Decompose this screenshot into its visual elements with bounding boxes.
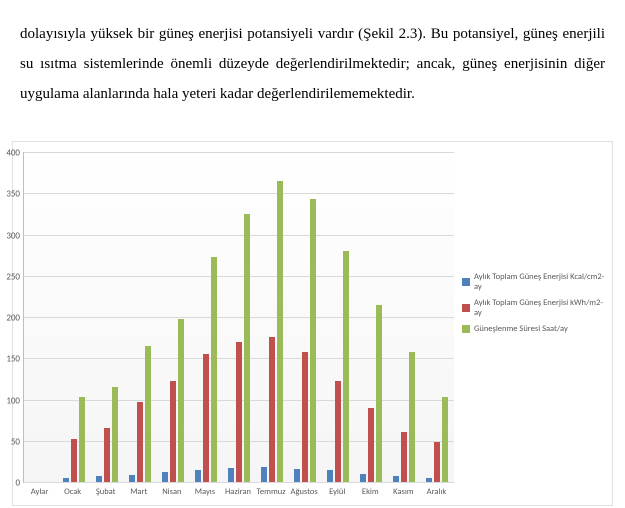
chart-y-tick-label: 300 <box>6 230 20 241</box>
chart-bar <box>211 257 217 482</box>
chart-x-tick-label: Şubat <box>96 487 116 497</box>
chart-bar <box>442 397 448 482</box>
chart-bar <box>71 439 77 482</box>
chart-bar-group <box>289 199 322 482</box>
chart-y-tick-label: 150 <box>6 354 20 365</box>
chart-x-tick-label: Eylül <box>329 487 345 497</box>
chart-bar <box>302 352 308 482</box>
chart-x-axis-labels: Aylar Ocak Şubat Mart Nisan Mayıs Haziran Temmu… <box>23 487 453 501</box>
legend-swatch-icon <box>462 278 470 286</box>
chart-bar <box>244 214 250 482</box>
chart-x-tick-label: Kasım <box>393 487 413 497</box>
chart-bar-group <box>90 387 123 482</box>
chart-bar <box>434 442 440 482</box>
chart-bar <box>409 352 415 482</box>
chart-bar-group <box>388 352 421 482</box>
chart-y-tick-label: 50 <box>11 436 20 447</box>
legend-label: Güneşlenme Süresi Saat/ay <box>474 324 568 334</box>
chart-y-tick-label: 100 <box>6 395 20 406</box>
chart-bar-group <box>322 251 355 482</box>
chart-bar-group <box>222 214 255 482</box>
legend-item: Aylık Toplam Güneş Enerjisi kWh/m2-ay <box>462 298 606 318</box>
chart-bar <box>261 467 267 482</box>
chart-y-tick-label: 400 <box>6 148 20 159</box>
chart-bar <box>269 337 275 482</box>
chart-bar <box>104 428 110 482</box>
chart-x-tick-label: Temmuz <box>257 487 286 497</box>
chart-y-tick-label: 200 <box>6 313 20 324</box>
chart-bar-group <box>156 319 189 482</box>
chart-bar-group <box>256 181 289 482</box>
chart-bar <box>112 387 118 482</box>
chart-bar-group <box>189 257 222 482</box>
body-paragraph: dolayısıyla yüksek bir güneş enerjisi po… <box>0 15 625 121</box>
chart-bar <box>343 251 349 482</box>
chart-container: 050100150200250300350400 Aylar Ocak Şubat M… <box>12 141 613 506</box>
chart-legend: Aylık Toplam Güneş Enerjisi Kcal/cm2-ay … <box>462 272 606 501</box>
chart-y-tick-label: 250 <box>6 271 20 282</box>
chart-bar <box>228 468 234 482</box>
chart-bar <box>195 470 201 482</box>
chart-bar <box>393 476 399 482</box>
legend-label: Aylık Toplam Güneş Enerjisi Kcal/cm2-ay <box>474 272 606 292</box>
chart-x-tick-label: Mayıs <box>195 487 215 497</box>
legend-label: Aylık Toplam Güneş Enerjisi kWh/m2-ay <box>474 298 606 318</box>
chart-bar <box>79 397 85 482</box>
chart-bar <box>327 470 333 482</box>
legend-item: Aylık Toplam Güneş Enerjisi Kcal/cm2-ay <box>462 272 606 292</box>
chart-x-tick-label: Ekim <box>362 487 379 497</box>
chart-bar <box>294 469 300 482</box>
chart-bar <box>63 478 69 482</box>
chart-bar <box>236 342 242 482</box>
chart-bar <box>360 474 366 482</box>
chart-bar <box>145 346 151 482</box>
chart-bar <box>376 305 382 482</box>
chart-bar <box>162 472 168 482</box>
chart-bar <box>203 354 209 482</box>
chart-bar-group <box>355 305 388 482</box>
chart-x-tick-label: Ocak <box>64 487 81 497</box>
chart-x-tick-label: Ağustos <box>291 487 318 497</box>
chart-plot-area: 050100150200250300350400 <box>23 152 454 483</box>
chart-x-tick-label: Aylar <box>31 487 49 497</box>
chart-bar <box>277 181 283 482</box>
chart-bar <box>310 199 316 482</box>
chart-x-tick-label: Nisan <box>162 487 181 497</box>
chart-bar-group <box>421 397 454 482</box>
legend-item: Güneşlenme Süresi Saat/ay <box>462 324 606 334</box>
chart-bar <box>137 402 143 482</box>
chart-x-tick-label: Mart <box>130 487 147 497</box>
chart-bar <box>426 478 432 482</box>
chart-bar <box>335 381 341 482</box>
chart-bar <box>96 476 102 482</box>
chart-x-tick-label: Haziran <box>225 487 251 497</box>
chart-y-tick-label: 0 <box>15 478 20 489</box>
chart-bar <box>170 381 176 482</box>
legend-swatch-icon <box>462 325 470 333</box>
chart-bar-group <box>57 397 90 482</box>
chart-bar-group <box>123 346 156 482</box>
chart-bar <box>401 432 407 482</box>
chart-y-tick-label: 350 <box>6 189 20 200</box>
chart-gridline: 0 <box>24 482 454 483</box>
chart-bar <box>178 319 184 482</box>
chart-bar <box>368 408 374 482</box>
chart-x-tick-label: Aralık <box>427 487 447 497</box>
chart-bar <box>129 475 135 482</box>
legend-swatch-icon <box>462 304 470 312</box>
